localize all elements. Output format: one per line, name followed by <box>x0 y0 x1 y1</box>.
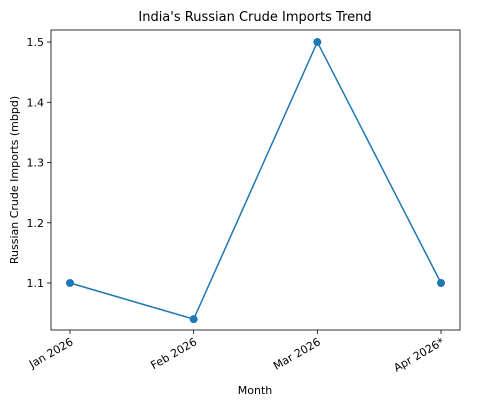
data-point <box>66 279 74 288</box>
y-tick-label: 1.5 <box>27 36 45 49</box>
data-point <box>437 279 445 288</box>
x-axis-label: Month <box>238 384 273 397</box>
y-axis-label: Russian Crude Imports (mbpd) <box>8 96 21 264</box>
data-point <box>313 38 322 47</box>
data-point <box>189 315 198 324</box>
x-tick-label: Jan 2026 <box>26 335 75 371</box>
x-tick-label: Feb 2026 <box>149 335 200 372</box>
data-line <box>69 40 442 321</box>
plot-frame <box>50 29 461 331</box>
x-tick-label: Mar 2026 <box>271 335 323 372</box>
y-tick-label: 1.1 <box>27 277 45 290</box>
y-tick-label: 1.3 <box>27 157 45 170</box>
x-tick-label: Apr 2026* <box>391 335 446 375</box>
chart-title: India's Russian Crude Imports Trend <box>138 10 371 25</box>
y-tick-label: 1.4 <box>27 96 45 109</box>
y-tick-label: 1.2 <box>27 217 45 230</box>
